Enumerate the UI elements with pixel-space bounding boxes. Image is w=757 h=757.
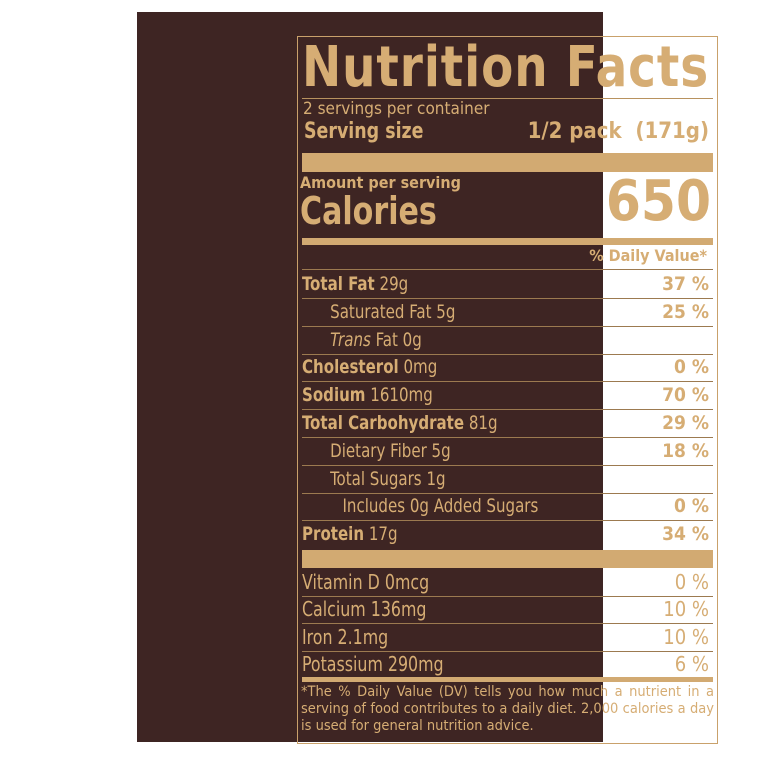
nutrient-name: Cholesterol	[302, 356, 399, 379]
vitamin-label: Vitamin D 0mcg	[302, 569, 429, 596]
nutrient-row: Saturated Fat 5g 25 %	[302, 299, 709, 326]
divider	[302, 623, 713, 625]
nutrient-label: Includes 0g Added Sugars	[302, 493, 538, 520]
vitamin-name: Potassium	[302, 651, 383, 676]
divider	[302, 353, 713, 355]
amount-per-serving: Amount per serving	[300, 173, 461, 192]
serving-size-label-text: Serving size	[304, 119, 424, 144]
nutrient-amount: 0g	[402, 328, 422, 351]
nutrient-row: Protein 17g 34 %	[302, 521, 709, 548]
nutrient-amount: 1610mg	[370, 384, 433, 407]
divider	[302, 409, 713, 411]
nutrient-name: Total Fat	[302, 273, 375, 295]
nutrient-label: Total Carbohydrate 81g	[302, 410, 498, 437]
nutrition-panel: Nutrition Facts 2 servings per container…	[137, 12, 718, 744]
vitamin-amount: 290mg	[387, 651, 444, 676]
nutrient-amount: 1g	[426, 467, 446, 490]
vitamin-daily-value: 0 %	[674, 570, 709, 594]
divider	[302, 98, 713, 99]
divider	[302, 437, 713, 438]
divider	[302, 464, 713, 466]
nutrient-daily-value: 0 %	[674, 495, 709, 518]
nutrient-amount: 29g	[379, 273, 409, 295]
vitamin-name: Vitamin D	[302, 570, 380, 594]
label-title: Nutrition Facts	[302, 35, 710, 100]
nutrient-label: Saturated Fat 5g	[302, 299, 455, 326]
daily-value-header: % Daily Value*	[589, 246, 707, 265]
nutrient-label: Total Fat 29g	[302, 271, 408, 298]
calories-label: Calories	[300, 189, 455, 233]
vitamin-daily-value: 10 %	[663, 597, 709, 622]
nutrient-amount: 5g	[431, 439, 451, 462]
nutrient-daily-value: 18 %	[662, 439, 709, 462]
vitamin-amount: 0mcg	[384, 570, 430, 594]
serving-size-label: Serving size	[304, 119, 440, 144]
calories-value: 650	[605, 169, 711, 234]
medium-divider	[302, 238, 713, 245]
vitamin-label: Iron 2.1mg	[302, 624, 388, 651]
nutrient-row: Sodium 1610mg 70 %	[302, 382, 709, 409]
divider	[302, 492, 713, 494]
nutrient-daily-value: 70 %	[662, 384, 709, 407]
nutrient-name: Sodium	[302, 384, 366, 407]
nutrient-name: Includes 0g Added Sugars	[342, 495, 539, 518]
divider	[302, 381, 713, 383]
nutrient-daily-value: 25 %	[662, 300, 709, 323]
nutrient-row: Includes 0g Added Sugars 0 %	[302, 493, 709, 520]
nutrient-daily-value: 0 %	[674, 356, 709, 379]
nutrient-label: Protein 17g	[302, 521, 398, 548]
vitamin-name: Calcium	[302, 597, 366, 622]
footnote: *The % Daily Value (DV) tells you how mu…	[301, 684, 714, 734]
vitamin-label: Potassium 290mg	[302, 651, 444, 678]
divider	[302, 596, 713, 597]
nutrient-name-suffix: Fat	[375, 328, 398, 351]
divider	[302, 520, 713, 522]
vitamin-label: Calcium 136mg	[302, 596, 426, 623]
vitamin-row: Vitamin D 0mcg 0 %	[302, 569, 709, 596]
nutrient-label: Dietary Fiber 5g	[302, 438, 451, 465]
divider	[302, 325, 713, 327]
nutrition-facts-label: Nutrition Facts 2 servings per container…	[297, 35, 718, 744]
nutrient-row: Total Carbohydrate 81g 29 %	[302, 410, 709, 437]
divider	[302, 298, 713, 299]
nutrient-daily-value: 29 %	[662, 412, 709, 434]
nutrient-row: Total Fat 29g 37 %	[302, 271, 709, 298]
vitamin-row: Potassium 290mg 6 %	[302, 651, 709, 678]
calories-label-text: Calories	[300, 189, 437, 233]
thick-divider	[302, 153, 713, 172]
serving-size-value: 1/2 pack (171g)	[527, 119, 709, 144]
nutrient-label: Sodium 1610mg	[302, 382, 433, 409]
vitamin-row: Calcium 136mg 10 %	[302, 596, 709, 623]
medium-divider	[302, 677, 713, 682]
nutrient-row: Total Sugars 1g	[302, 466, 709, 493]
nutrient-name: Trans	[330, 328, 371, 351]
nutrient-label: Cholesterol 0mg	[302, 354, 437, 381]
nutrient-amount: 81g	[468, 412, 498, 434]
thick-divider	[302, 550, 713, 568]
nutrient-amount: 17g	[368, 523, 398, 546]
vitamin-row: Iron 2.1mg 10 %	[302, 624, 709, 651]
vitamin-amount: 136mg	[370, 597, 427, 622]
nutrient-amount: 0mg	[403, 356, 438, 379]
nutrient-label: Trans Fat 0g	[302, 327, 422, 354]
nutrient-daily-value: 37 %	[662, 273, 709, 295]
nutrient-row: Dietary Fiber 5g 18 %	[302, 438, 709, 465]
vitamin-daily-value: 10 %	[663, 624, 709, 649]
vitamin-daily-value: 6 %	[674, 651, 709, 676]
nutrient-row: Trans Fat 0g	[302, 327, 709, 354]
nutrient-daily-value: 34 %	[662, 523, 709, 546]
nutrient-name: Protein	[302, 523, 365, 546]
nutrient-label: Total Sugars 1g	[302, 466, 446, 493]
nutrient-name: Dietary Fiber	[330, 439, 427, 462]
servings-per-container: 2 servings per container	[303, 99, 490, 119]
vitamin-amount: 2.1mg	[337, 624, 389, 649]
nutrient-row: Cholesterol 0mg 0 %	[302, 354, 709, 381]
vitamin-name: Iron	[302, 624, 333, 649]
divider	[302, 269, 713, 270]
nutrient-name: Total Sugars	[330, 467, 422, 490]
divider	[302, 650, 713, 652]
nutrient-amount: 5g	[436, 300, 456, 323]
nutrient-name: Total Carbohydrate	[302, 412, 465, 434]
nutrient-name: Saturated Fat	[330, 300, 432, 323]
